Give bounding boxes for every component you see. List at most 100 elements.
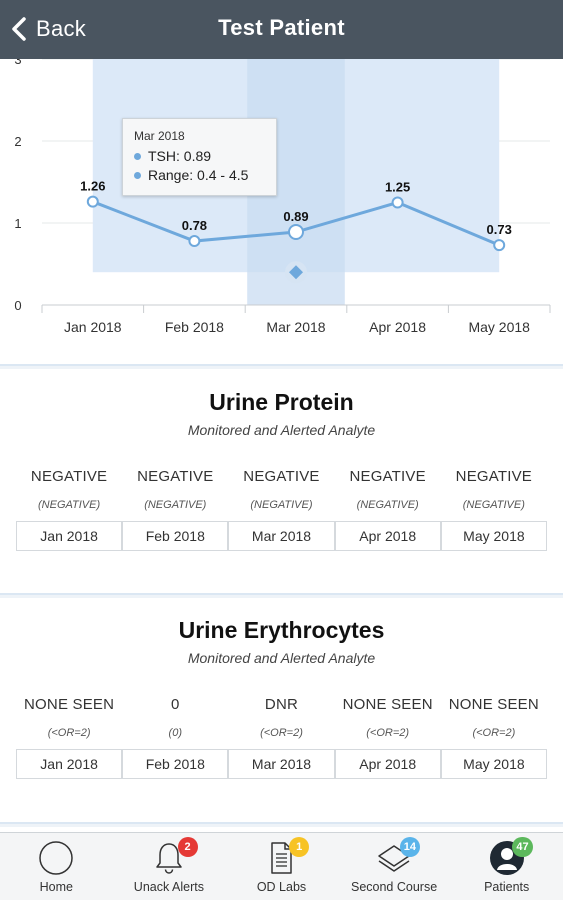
tab-od-labs[interactable]: 1 OD Labs <box>225 833 338 900</box>
section-divider <box>0 593 563 598</box>
tooltip-range-dot <box>134 171 141 179</box>
reference-range: (NEGATIVE) <box>462 499 525 511</box>
tab-second-course[interactable]: 14 Second Course <box>338 833 451 900</box>
range-marker-diamond <box>289 265 303 280</box>
x-tick-label: Jan 2018 <box>64 319 122 335</box>
bottom-tab-bar: Home 2 Unack Alerts 1 OD Labs 14 Second … <box>0 832 563 900</box>
result-value: NEGATIVE <box>349 468 426 485</box>
date-cell[interactable]: Jan 2018 <box>17 750 124 778</box>
result-cell: 0 (0) <box>122 696 228 739</box>
tooltip-value: TSH: 0.89 <box>148 148 212 164</box>
tab-unack-alerts[interactable]: 2 Unack Alerts <box>113 833 226 900</box>
section-divider <box>0 822 563 827</box>
tab-home[interactable]: Home <box>0 833 113 900</box>
bell-icon <box>156 843 182 874</box>
reference-range: (0) <box>168 727 182 739</box>
result-cell: NONE SEEN (<OR=2) <box>335 696 441 739</box>
data-point <box>288 224 304 241</box>
reference-range: (<OR=2) <box>366 727 410 739</box>
data-point <box>493 239 506 252</box>
urine-protein-dates: Jan 2018 Feb 2018 Mar 2018 Apr 2018 May … <box>16 521 547 551</box>
urine-erythrocytes-dates: Jan 2018 Feb 2018 Mar 2018 Apr 2018 May … <box>16 749 547 779</box>
app-header: Back Test Patient <box>0 0 563 59</box>
tab-label: Second Course <box>350 880 438 894</box>
tab-patients[interactable]: 47 Patients <box>450 833 563 900</box>
result-value: NEGATIVE <box>30 468 108 485</box>
x-tick-label: Mar 2018 <box>266 319 325 335</box>
od-labs-count-badge: 1 <box>289 837 310 857</box>
date-cell[interactable]: Feb 2018 <box>123 522 230 550</box>
result-value: NONE SEEN <box>342 696 433 713</box>
date-cell[interactable]: Apr 2018 <box>336 522 442 550</box>
section-divider <box>0 364 563 369</box>
tsh-chart: 0 1 2 3 Jan 2018 Feb 2018 Mar 2018 Apr 2018 May … <box>0 59 563 364</box>
urine-erythrocytes-values: NONE SEEN (<OR=2) 0 (0) DNR (<OR=2) NONE SE… <box>16 696 547 739</box>
date-cell[interactable]: Apr 2018 <box>336 750 442 778</box>
urine-protein-values: NEGATIVE (NEGATIVE) NEGATIVE (NEGATIVE) NE… <box>16 468 547 511</box>
reference-range: (<OR=2) <box>47 727 91 739</box>
x-tick-label: May 2018 <box>468 319 530 335</box>
result-value: NEGATIVE <box>243 468 320 485</box>
result-value: DNR <box>264 696 299 713</box>
patients-count-badge: 47 <box>512 837 533 857</box>
result-value: NONE SEEN <box>24 696 115 713</box>
tooltip-value-dot <box>134 152 141 160</box>
tsh-line-chart: 0 1 2 3 Jan 2018 Feb 2018 Mar 2018 Apr 2018 May … <box>14 59 551 335</box>
x-tick-label: Feb 2018 <box>165 319 224 335</box>
tab-label: OD Labs <box>256 880 307 894</box>
section-title-urine-protein: Urine Protein <box>209 389 354 415</box>
back-button[interactable]: Back <box>10 10 86 48</box>
x-tick-label: Apr 2018 <box>369 319 426 335</box>
y-tick-label: 3 <box>14 59 21 67</box>
back-label: Back <box>36 16 87 41</box>
tooltip-date: Mar 2018 <box>134 129 185 143</box>
result-value: NEGATIVE <box>137 468 214 485</box>
date-cell[interactable]: Jan 2018 <box>17 522 124 550</box>
result-cell: NEGATIVE (NEGATIVE) <box>122 468 228 511</box>
y-tick-label: 0 <box>14 298 21 313</box>
date-cell[interactable]: Mar 2018 <box>229 522 336 550</box>
data-point <box>86 195 99 208</box>
tab-label: Unack Alerts <box>133 880 204 894</box>
chevron-left-icon <box>12 17 26 41</box>
date-cell[interactable]: May 2018 <box>463 756 525 772</box>
home-circle-icon <box>39 841 74 875</box>
data-point <box>391 196 404 209</box>
reference-range: (NEGATIVE) <box>144 499 207 511</box>
reference-range: (<OR=2) <box>260 727 303 739</box>
section-subtitle-urine-erythrocytes: Monitored and Alerted Analyte <box>187 650 376 666</box>
result-cell: NEGATIVE (NEGATIVE) <box>228 468 334 511</box>
result-value: NONE SEEN <box>448 696 539 713</box>
result-cell: DNR (<OR=2) <box>228 696 334 739</box>
tooltip-range: Range: 0.4 - 4.5 <box>148 167 249 183</box>
result-cell: NEGATIVE (NEGATIVE) <box>441 468 547 511</box>
chart-tooltip: Mar 2018 TSH: 0.89 Range: 0.4 - 4.5 <box>122 118 277 196</box>
result-value: NEGATIVE <box>455 468 533 485</box>
result-cell: NEGATIVE (NEGATIVE) <box>16 468 122 511</box>
reference-range: (NEGATIVE) <box>38 499 101 511</box>
tooltip-range-row: Range: 0.4 - 4.5 <box>134 167 265 183</box>
date-cell[interactable]: Mar 2018 <box>229 750 336 778</box>
date-cell[interactable]: May 2018 <box>463 528 525 544</box>
result-value: 0 <box>171 696 180 713</box>
data-label: 0.89 <box>283 209 308 224</box>
alert-count-badge: 2 <box>177 837 198 857</box>
data-label: 0.78 <box>182 218 207 233</box>
page-title: Test Patient <box>218 15 345 40</box>
data-label: 0.73 <box>487 222 512 237</box>
second-course-count-badge: 14 <box>399 837 421 857</box>
data-label: 1.25 <box>385 180 410 195</box>
section-title-urine-erythrocytes: Urine Erythrocytes <box>178 617 385 643</box>
reference-range: (NEGATIVE) <box>356 499 419 511</box>
reference-range: (<OR=2) <box>472 727 516 739</box>
tab-label: Patients <box>484 880 530 894</box>
data-label: 1.26 <box>80 179 105 194</box>
date-cell[interactable]: Feb 2018 <box>123 750 230 778</box>
result-cell: NONE SEEN (<OR=2) <box>441 696 547 739</box>
reference-range: (NEGATIVE) <box>250 499 313 511</box>
section-subtitle-urine-protein: Monitored and Alerted Analyte <box>187 422 376 438</box>
result-cell: NEGATIVE (NEGATIVE) <box>335 468 441 511</box>
result-cell: NONE SEEN (<OR=2) <box>16 696 122 739</box>
y-tick-label: 1 <box>14 216 21 231</box>
tab-label: Home <box>39 880 73 894</box>
